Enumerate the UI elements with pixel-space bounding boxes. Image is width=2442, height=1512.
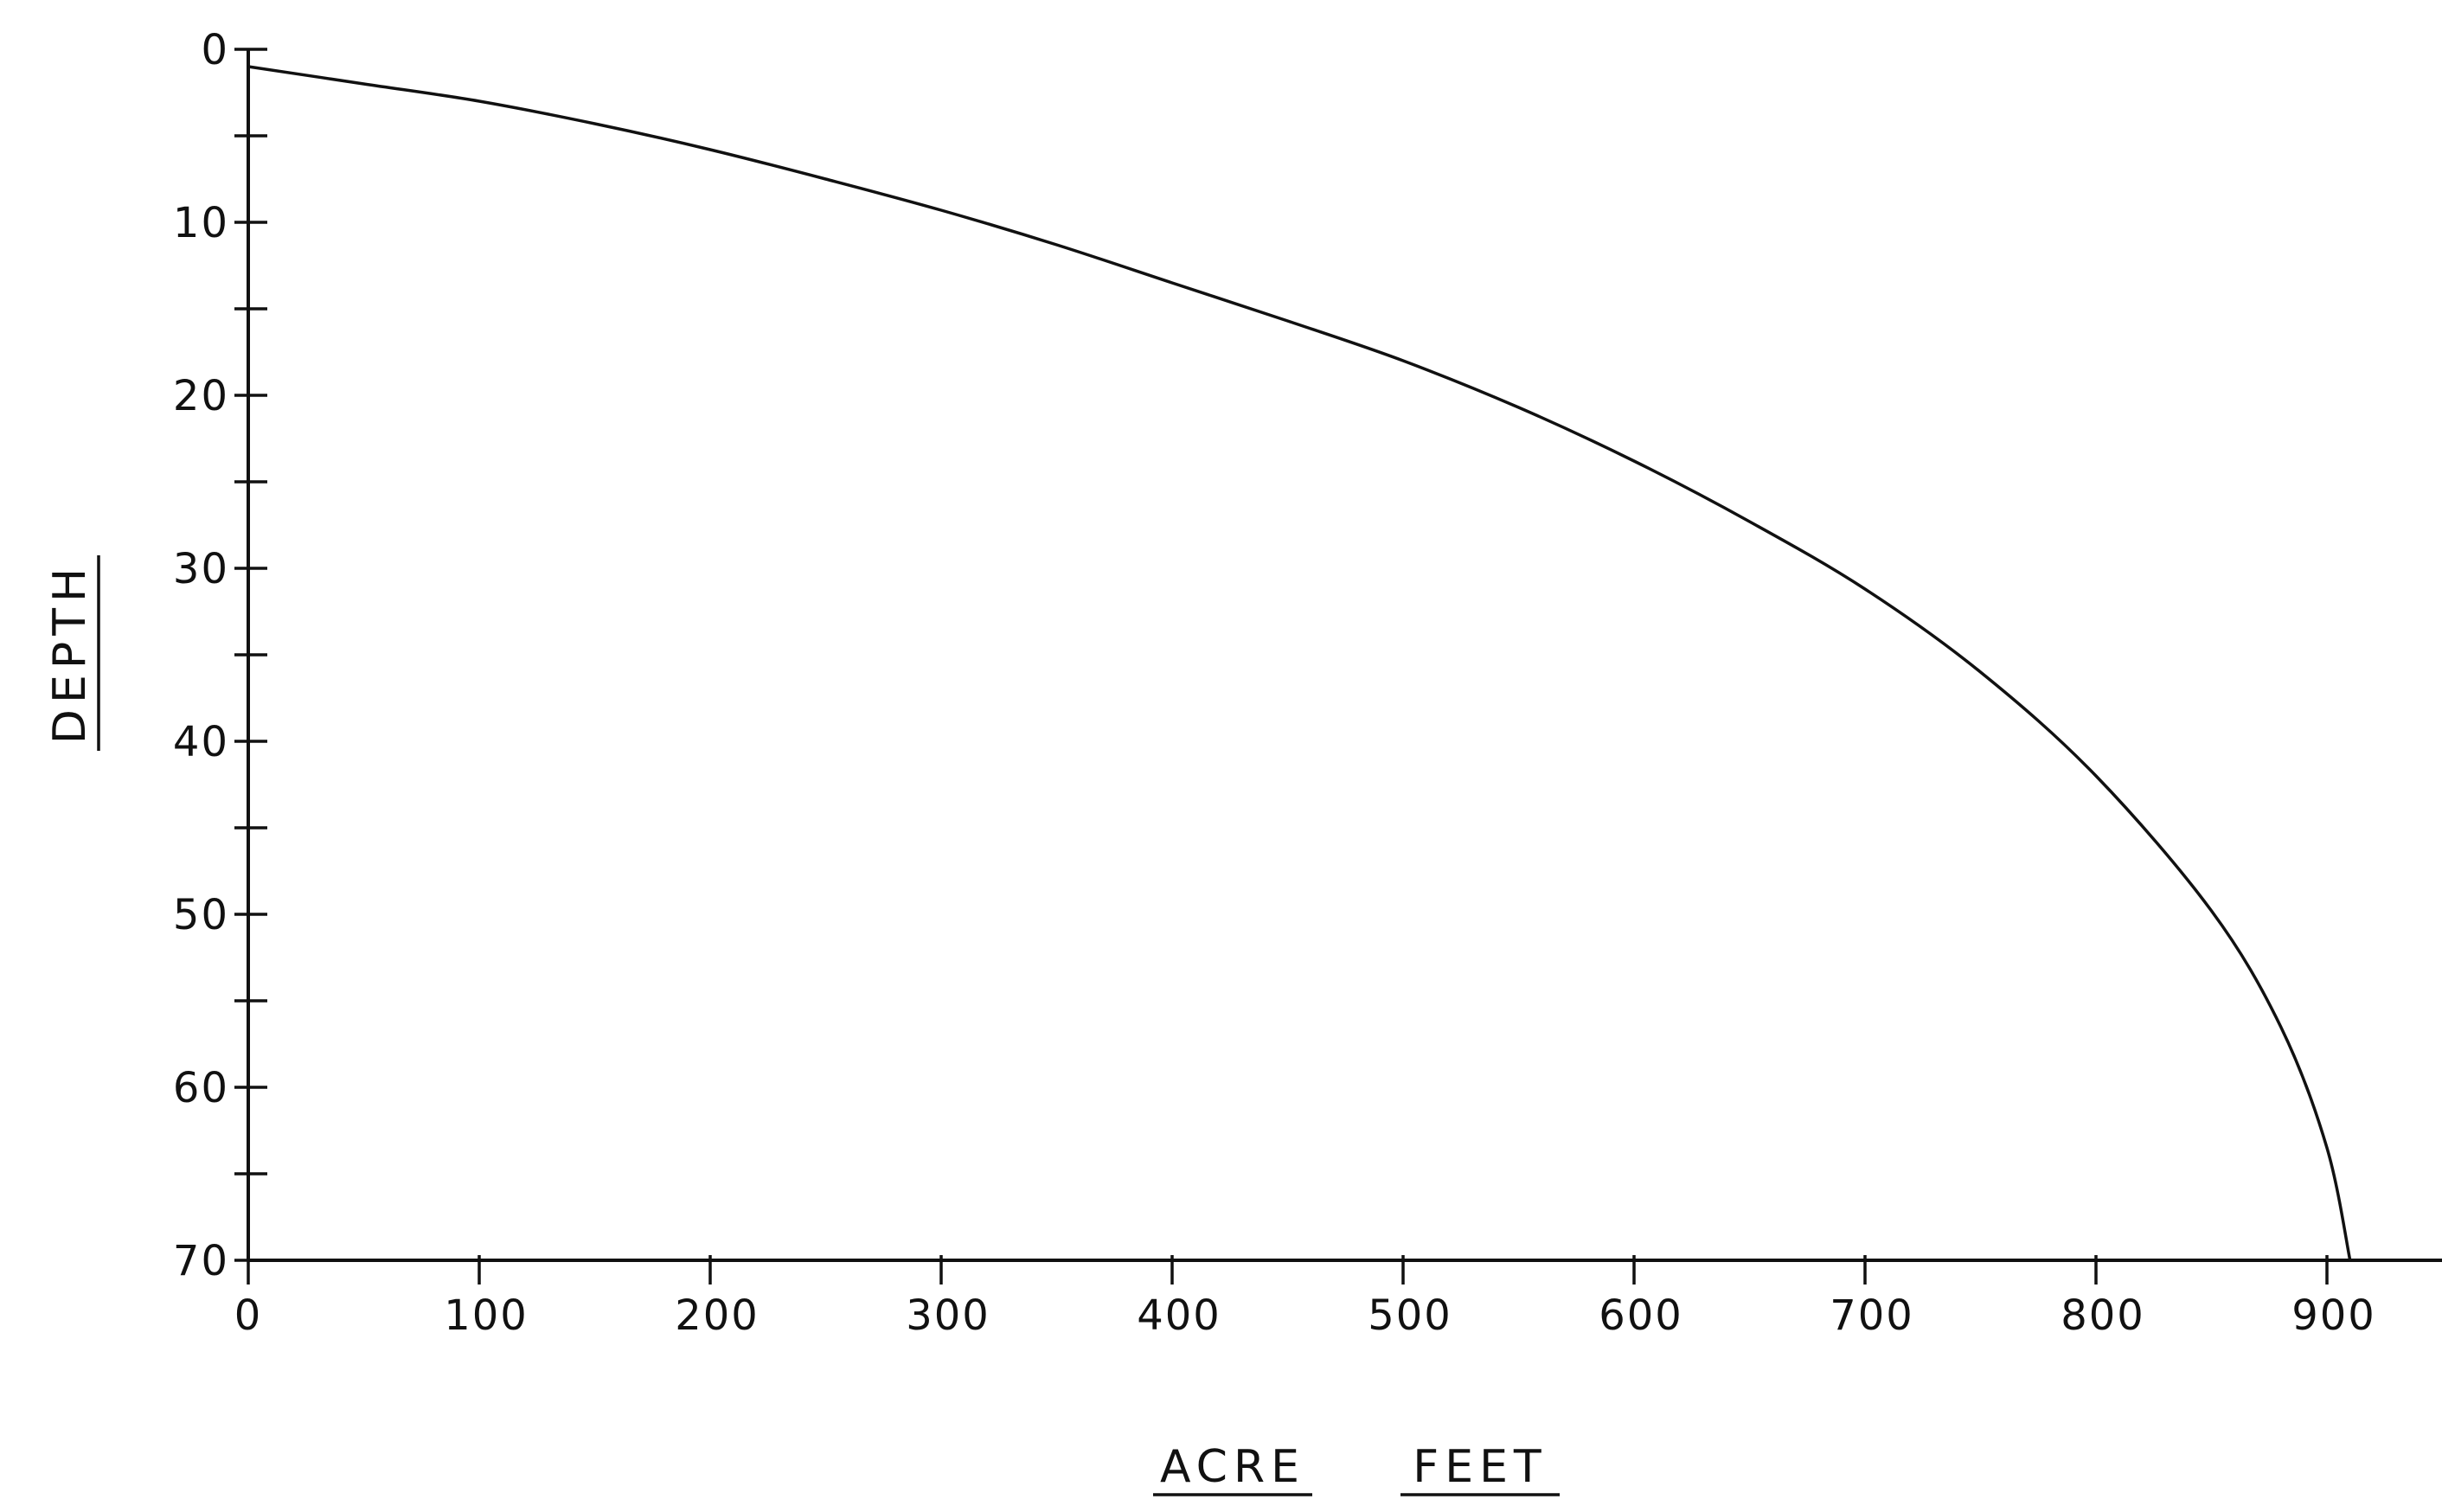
x-tick-label: 100 <box>444 1291 529 1340</box>
x-tick-label: 700 <box>1830 1291 1914 1340</box>
x-tick-label: 800 <box>2061 1291 2145 1340</box>
series-layer <box>247 65 2352 1261</box>
y-tick-label: 40 <box>173 718 229 766</box>
axis-titles: DEPTH ACRE FEET <box>44 555 1560 1496</box>
ticks <box>234 48 2329 1285</box>
y-tick-label: 0 <box>201 26 229 74</box>
x-axis-title-word: FEET <box>1413 1441 1547 1493</box>
x-axis-title-word: ACRE <box>1160 1441 1305 1493</box>
y-tick-label: 70 <box>173 1237 229 1285</box>
y-tick-label: 10 <box>173 199 229 247</box>
x-tick-label: 600 <box>1599 1291 1683 1340</box>
x-tick-label: 400 <box>1137 1291 1221 1340</box>
x-tick-label: 500 <box>1368 1291 1452 1340</box>
y-tick-label: 60 <box>173 1064 229 1112</box>
x-tick-label: 900 <box>2291 1291 2376 1340</box>
x-tick-label: 200 <box>675 1291 760 1340</box>
x-tick-label: 0 <box>234 1291 263 1340</box>
y-tick-label: 20 <box>173 372 229 420</box>
y-tick-label: 30 <box>173 545 229 593</box>
y-tick-label: 50 <box>173 891 229 939</box>
x-tick-label: 300 <box>906 1291 990 1340</box>
y-axis-title: DEPTH <box>44 562 96 744</box>
y-axis-title-group: DEPTH <box>44 555 100 751</box>
axes <box>247 49 2442 1262</box>
series-line-0 <box>247 65 2352 1261</box>
